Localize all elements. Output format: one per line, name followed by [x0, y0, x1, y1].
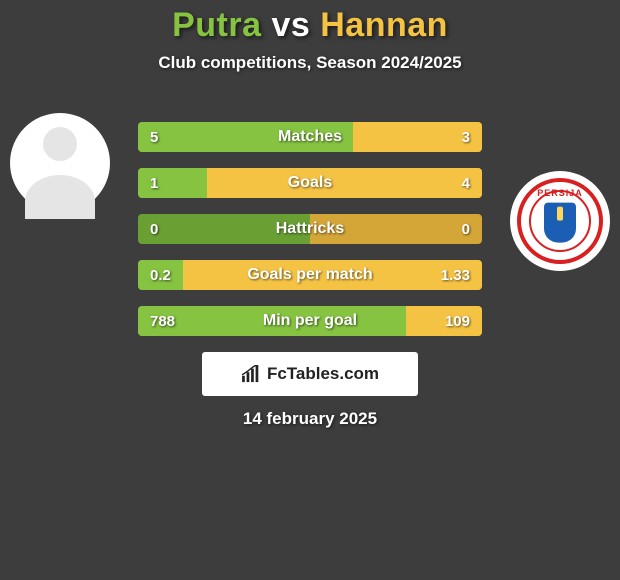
stat-label: Min per goal — [138, 306, 482, 336]
stat-row: 53Matches — [138, 122, 482, 152]
stat-row: 788109Min per goal — [138, 306, 482, 336]
site-logo[interactable]: FcTables.com — [202, 352, 418, 396]
bar-chart-icon — [241, 365, 263, 383]
stat-label: Hattricks — [138, 214, 482, 244]
page-title: Putra vs Hannan — [0, 6, 620, 45]
stat-row: 14Goals — [138, 168, 482, 198]
stat-label: Matches — [138, 122, 482, 152]
stat-row: 0.21.33Goals per match — [138, 260, 482, 290]
player2-avatar: PERSIJA — [510, 171, 610, 271]
badge-text: PERSIJA — [521, 188, 599, 198]
stats-list: 53Matches 14Goals 00Hattricks 0.21.33Goals … — [138, 122, 482, 352]
player2-name: Hannan — [320, 6, 448, 44]
site-name: FcTables.com — [267, 364, 379, 384]
stat-label: Goals — [138, 168, 482, 198]
persija-badge-icon: PERSIJA — [517, 178, 603, 264]
date-label: 14 february 2025 — [0, 409, 620, 429]
stat-label: Goals per match — [138, 260, 482, 290]
badge-monument-icon — [544, 203, 576, 243]
player1-avatar — [10, 113, 110, 213]
player1-name: Putra — [172, 6, 261, 44]
stat-row: 00Hattricks — [138, 214, 482, 244]
vs-text: vs — [271, 6, 310, 44]
subtitle: Club competitions, Season 2024/2025 — [0, 53, 620, 73]
comparison-card: Putra vs Hannan Club competitions, Seaso… — [0, 0, 620, 580]
